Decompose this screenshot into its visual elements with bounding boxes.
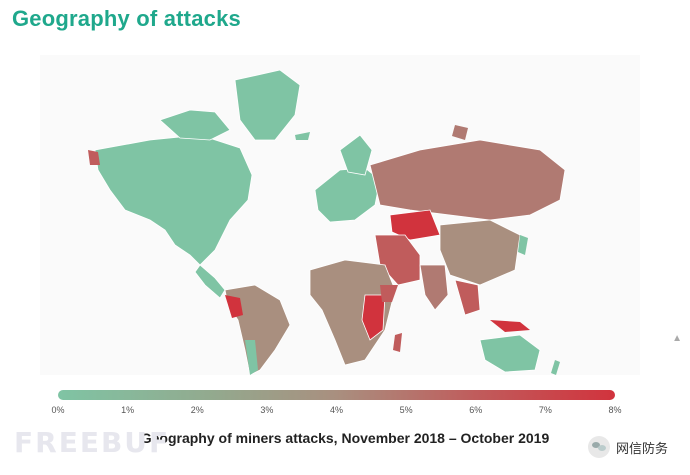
region-canada-islands bbox=[159, 109, 231, 141]
region-chile-argentina bbox=[245, 340, 258, 375]
region-greenland bbox=[234, 69, 301, 141]
region-india bbox=[419, 264, 449, 311]
watermark-logo: FREEBUF bbox=[14, 426, 171, 459]
region-new-zealand bbox=[551, 360, 560, 375]
color-scale-bar bbox=[58, 390, 615, 400]
region-mongolia-china bbox=[439, 219, 521, 286]
scale-tick: 8% bbox=[608, 405, 622, 415]
scale-tick: 1% bbox=[121, 405, 135, 415]
wechat-icon bbox=[587, 436, 610, 458]
scale-tick: 2% bbox=[190, 405, 204, 415]
map-caption: Geography of miners attacks, November 20… bbox=[140, 430, 550, 446]
scale-tick: 6% bbox=[469, 405, 483, 415]
scale-tick: 0% bbox=[51, 405, 65, 415]
chevron-up-icon: ▲ bbox=[672, 333, 682, 344]
region-arctic-islands bbox=[452, 125, 468, 140]
watermark-text: 网信防务 bbox=[615, 440, 668, 456]
region-peru bbox=[225, 295, 243, 318]
region-madagascar bbox=[393, 333, 402, 352]
scale-tick: 7% bbox=[538, 405, 552, 415]
region-alaska bbox=[88, 150, 100, 165]
region-horn-africa bbox=[380, 285, 398, 302]
region-kazakhstan bbox=[389, 209, 441, 241]
region-central-america bbox=[194, 264, 226, 299]
color-scale-ticks: 0% 1% 2% 3% 4% 5% 6% 7% 8% bbox=[51, 405, 621, 419]
region-russia bbox=[369, 139, 566, 221]
scale-tick: 5% bbox=[399, 405, 413, 415]
scale-tick: 4% bbox=[329, 405, 344, 415]
region-scandinavia bbox=[339, 134, 373, 176]
region-australia bbox=[479, 334, 541, 373]
region-iceland bbox=[295, 132, 310, 140]
page-title: Geography of attacks bbox=[12, 6, 241, 31]
watermark-brand: 网信防务 bbox=[587, 436, 668, 458]
region-southeast-asia bbox=[454, 279, 481, 316]
region-africa bbox=[309, 259, 396, 366]
world-map bbox=[40, 55, 640, 376]
region-indonesia bbox=[490, 320, 530, 332]
region-japan bbox=[518, 235, 528, 255]
scale-tick: 3% bbox=[260, 405, 274, 415]
